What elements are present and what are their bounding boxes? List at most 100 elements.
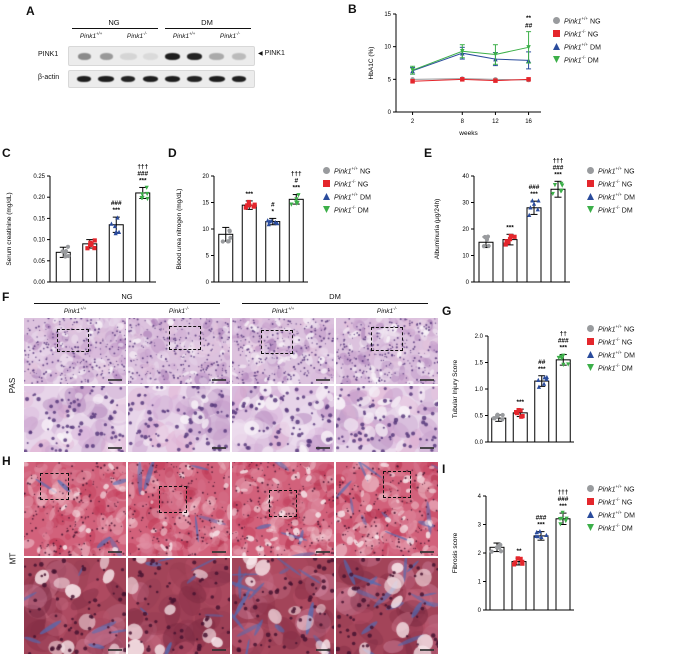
svg-text:1.5: 1.5 xyxy=(475,361,484,367)
legend-g: Pink1+/+ NG Pink1-/- NG Pink1+/+ DM Pink1-/… xyxy=(586,322,635,374)
svg-text:###: ### xyxy=(558,496,569,503)
svg-text:###: ### xyxy=(111,200,122,207)
inset-outline xyxy=(40,473,69,500)
svg-text:5: 5 xyxy=(388,77,392,83)
panel-i-label: I xyxy=(442,462,446,476)
square-marker-icon xyxy=(587,498,594,505)
pas-image-overview-4 xyxy=(336,318,438,384)
svg-text:Serum creatinine (mg/dL): Serum creatinine (mg/dL) xyxy=(6,192,13,265)
scale-bar xyxy=(316,379,330,381)
legend-item-1: Pink1+/+ NG xyxy=(552,14,601,27)
svg-text:15: 15 xyxy=(202,201,209,207)
circle-marker-icon xyxy=(553,17,560,24)
mt-image-overview-4 xyxy=(336,462,438,556)
blot-band xyxy=(208,76,225,82)
mt-stain-label: MT xyxy=(6,462,20,654)
triangle-down-marker-icon xyxy=(587,524,594,531)
svg-text:15: 15 xyxy=(384,12,391,18)
blot-strip-actin xyxy=(68,70,255,88)
svg-text:0.20: 0.20 xyxy=(33,195,45,201)
pas-image-zoom-4-canvas xyxy=(336,386,438,452)
triangle-down-marker-icon xyxy=(587,206,594,213)
scale-bar xyxy=(420,649,434,651)
dm-group-line xyxy=(165,28,251,29)
svg-text:10: 10 xyxy=(462,254,469,260)
inset-outline xyxy=(56,328,90,353)
svg-text:3: 3 xyxy=(478,523,482,529)
legend-label: Pink1-/- DM xyxy=(598,204,633,215)
legend-item-2: Pink1-/- NG xyxy=(586,177,635,190)
mt-image-overview-4-canvas xyxy=(336,462,438,556)
pas-condition-dm: DM xyxy=(329,292,341,301)
scale-bar xyxy=(316,551,330,553)
legend-item-1: Pink1+/+ NG xyxy=(586,164,635,177)
legend-label: Pink1-/- DM xyxy=(564,54,599,65)
square-marker-icon xyxy=(553,30,560,37)
serum-creatinine-chart: 0.00 0.05 0.10 0.15 0.20 0.25 Serum creatinine… xyxy=(2,150,164,295)
svg-text:***: *** xyxy=(139,177,147,184)
panel-b-chart-svg: 0 5 10 15 HbA1C (%) 2 8 12 16 weeks ##** xyxy=(368,12,541,137)
legend-label: Pink1-/- NG xyxy=(598,178,633,189)
legend-cd: Pink1+/+ NG Pink1-/- NG Pink1+/+ DM Pink1-/… xyxy=(322,164,371,216)
legend-label: Pink1-/- DM xyxy=(598,362,633,373)
inset-outline xyxy=(370,327,404,351)
blot-condition-ng: NG xyxy=(108,18,120,27)
scale-bar xyxy=(420,379,434,381)
svg-text:2: 2 xyxy=(478,551,482,557)
mt-image-overview-3-canvas xyxy=(232,462,334,556)
mt-image-zoom-1 xyxy=(24,558,126,654)
panel-b-label: B xyxy=(348,2,357,16)
svg-text:20: 20 xyxy=(462,227,469,233)
inset-outline xyxy=(168,325,202,350)
pas-col-label-3: Pink1+/+ xyxy=(271,306,295,316)
blot-band xyxy=(187,76,203,82)
svg-text:##: ## xyxy=(525,23,533,30)
legend-e: Pink1+/+ NG Pink1-/- NG Pink1+/+ DM Pink1-/… xyxy=(586,164,635,216)
svg-text:†††: ††† xyxy=(291,171,302,178)
legend-label: Pink1+/+ DM xyxy=(564,41,601,52)
pas-dm-line xyxy=(242,303,428,304)
svg-text:***: *** xyxy=(537,522,545,529)
svg-text:0: 0 xyxy=(478,608,482,614)
inset-outline xyxy=(382,471,412,498)
legend-item-1: Pink1+/+ NG xyxy=(586,322,635,335)
svg-text:10: 10 xyxy=(202,227,209,233)
svg-text:0.15: 0.15 xyxy=(33,216,45,222)
svg-text:***: *** xyxy=(506,224,514,231)
svg-text:0: 0 xyxy=(466,280,470,286)
panel-a-label: A xyxy=(26,4,35,18)
blot-band xyxy=(99,52,113,60)
legend-item-3: Pink1+/+ DM xyxy=(586,508,635,521)
svg-text:HbA1C (%): HbA1C (%) xyxy=(368,47,375,80)
blot-band xyxy=(98,76,114,82)
svg-text:0.05: 0.05 xyxy=(33,259,45,265)
blot-band xyxy=(121,76,136,82)
mt-image-overview-1 xyxy=(24,462,126,556)
blot-band xyxy=(77,76,91,82)
svg-text:###: ### xyxy=(553,164,564,171)
legend-label: Pink1-/- NG xyxy=(334,178,369,189)
legend-label: Pink1+/+ DM xyxy=(598,349,635,360)
blot-band xyxy=(209,52,225,60)
triangle-up-marker-icon xyxy=(553,43,560,50)
ng-group-line xyxy=(72,28,158,29)
triangle-up-marker-icon xyxy=(587,351,594,358)
svg-text:††: †† xyxy=(560,331,568,338)
pas-col-label-1: Pink1+/+ xyxy=(63,306,87,316)
legend-label: Pink1-/- DM xyxy=(334,204,369,215)
legend-item-4: Pink1-/- DM xyxy=(586,203,635,216)
svg-text:***: *** xyxy=(292,185,300,192)
blot-band xyxy=(165,52,181,60)
scale-bar xyxy=(212,379,226,381)
svg-text:Blood urea nitrogen (mg/dL): Blood urea nitrogen (mg/dL) xyxy=(176,189,183,270)
svg-text:***: *** xyxy=(530,191,538,198)
svg-text:0: 0 xyxy=(388,110,392,116)
legend-item-4: Pink1-/- DM xyxy=(322,203,371,216)
svg-text:###: ### xyxy=(137,170,148,177)
svg-text:2.0: 2.0 xyxy=(475,334,484,340)
legend-item-1: Pink1+/+ NG xyxy=(322,164,371,177)
panel-f-label: F xyxy=(2,290,10,304)
mt-image-overview-3 xyxy=(232,462,334,556)
